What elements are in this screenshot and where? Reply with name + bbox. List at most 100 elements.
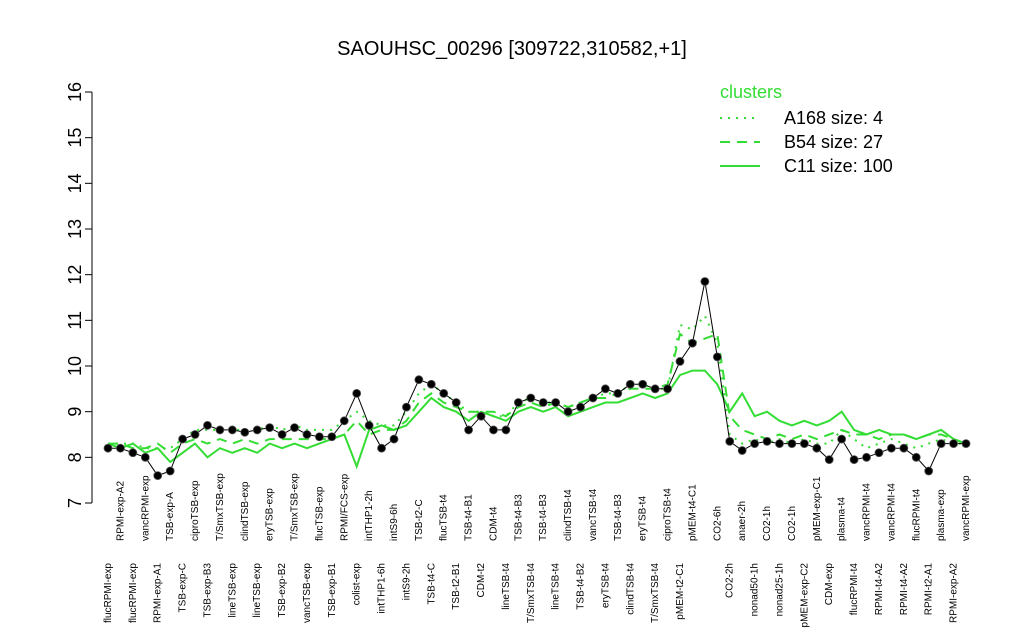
- data-point: [203, 420, 212, 430]
- data-point: [526, 393, 536, 403]
- data-point: [377, 443, 386, 453]
- data-point: [911, 452, 921, 462]
- x-tick-label: pMEM-t4-C1: [687, 484, 698, 541]
- data-point: [128, 448, 138, 458]
- data-point: [153, 471, 163, 481]
- data-point: [538, 398, 548, 407]
- x-tick-label: vancTSB-t4: [588, 488, 599, 541]
- x-tick-label: TSB-t2-C: [414, 499, 425, 541]
- data-point: [414, 375, 424, 385]
- y-tick-label: 7: [65, 498, 85, 508]
- x-tick-label: flucTSB-t4: [439, 494, 450, 541]
- data-point: [339, 416, 349, 426]
- x-tick-label: lineTSB-exp: [252, 563, 263, 618]
- x-tick-label: TSB-t4-B1: [464, 494, 475, 541]
- x-tick-label: clindTSB-t4: [563, 489, 574, 541]
- data-point: [576, 402, 585, 412]
- data-point: [140, 452, 150, 462]
- y-tick-label: 11: [65, 311, 85, 330]
- x-tick-label: CO2-1h: [762, 506, 773, 541]
- data-point: [489, 425, 498, 435]
- data-point: [501, 425, 511, 435]
- y-tick-label: 14: [65, 173, 85, 193]
- x-tick-label: vancRPMI-exp: [961, 475, 972, 541]
- data-point: [787, 439, 797, 449]
- data-point: [439, 388, 449, 398]
- x-tick-label: RPMI-exp-A1: [153, 563, 164, 623]
- y-tick-label: 8: [65, 452, 85, 462]
- data-point: [116, 443, 125, 453]
- x-tick-label: TSB-exp-A: [165, 492, 176, 541]
- x-tick-label: lineTSB-t4: [551, 563, 562, 610]
- x-tick-label: T/SmxTSB-exp: [290, 473, 301, 541]
- x-tick-label: RPMI/FCS-exp: [339, 473, 350, 541]
- data-point: [837, 434, 847, 444]
- data-point: [464, 425, 474, 435]
- data-point: [476, 411, 486, 421]
- y-tick-label: 15: [65, 128, 85, 148]
- data-point: [103, 443, 113, 453]
- data-point: [750, 439, 760, 449]
- x-tick-label: T/SmxTSB-t4: [526, 563, 537, 623]
- x-tick-label: CO2-1h: [787, 506, 798, 541]
- data-point: [862, 452, 871, 462]
- x-tick-label: TSB-t4-B3: [538, 494, 549, 541]
- data-point: [588, 393, 598, 403]
- x-tick-label: T/SmxTSB-exp: [215, 473, 226, 541]
- data-point: [451, 398, 461, 407]
- data-point: [227, 425, 237, 435]
- x-tick-label: intS9-2h: [401, 563, 412, 600]
- data-line: [108, 281, 966, 477]
- x-tick-label: plasma-exp: [936, 489, 947, 541]
- data-point: [600, 384, 610, 394]
- x-tick-label: TSB-t2-B1: [451, 563, 462, 610]
- data-point: [812, 443, 822, 453]
- x-tick-label: CDM-t2: [476, 563, 487, 598]
- x-tick-label: vancRPMI-exp: [140, 475, 151, 541]
- data-point: [302, 430, 312, 439]
- data-point: [352, 388, 362, 398]
- y-tick-label: 16: [65, 82, 85, 102]
- y-tick-label: 10: [65, 356, 85, 376]
- x-tick-label: anaer-2h: [737, 501, 748, 541]
- legend-label: C11 size: 100: [784, 156, 893, 176]
- data-point: [650, 384, 660, 394]
- data-point: [165, 466, 175, 476]
- x-tick-label: RPMI-t2-A1: [924, 563, 935, 616]
- cluster-line: [107, 369, 967, 470]
- y-tick-label: 12: [65, 265, 85, 285]
- data-point: [762, 436, 772, 446]
- data-point: [551, 398, 561, 407]
- data-point: [737, 446, 747, 455]
- x-tick-label: intS9-6h: [389, 504, 400, 541]
- x-tick-label: vancRPMI-t4: [862, 483, 873, 541]
- x-tick-label: RPMI-exp-A2: [949, 563, 960, 623]
- data-point: [215, 425, 225, 435]
- data-point: [265, 423, 275, 433]
- x-tick-label: flucRPMI-exp: [128, 563, 139, 623]
- x-tick-label: eryTSB-t4: [600, 563, 611, 608]
- data-point: [389, 434, 399, 444]
- data-point: [638, 379, 648, 389]
- data-point: [252, 425, 262, 435]
- data-point: [961, 439, 971, 449]
- x-tick-label: flucTSB-exp: [314, 486, 325, 541]
- data-point: [663, 384, 672, 394]
- data-point: [725, 436, 735, 446]
- x-tick-label: intTHP1-2h: [364, 490, 375, 541]
- data-point: [178, 434, 188, 444]
- x-tick-label: TSB-t4-B2: [576, 563, 587, 610]
- x-tick-label: ciproTSB-exp: [190, 480, 201, 541]
- data-point: [402, 402, 411, 412]
- x-tick-label: TSB-t4-C: [426, 563, 437, 605]
- data-point: [277, 430, 287, 439]
- data-point: [426, 379, 436, 389]
- x-tick-label: RPMI-t4-A2: [874, 563, 885, 616]
- data-point: [886, 443, 896, 453]
- legend-label: B54 size: 27: [784, 132, 883, 152]
- x-tick-label: eryTSB-exp: [265, 488, 276, 541]
- data-point: [327, 432, 337, 442]
- data-point: [949, 439, 958, 449]
- data-point: [675, 357, 685, 366]
